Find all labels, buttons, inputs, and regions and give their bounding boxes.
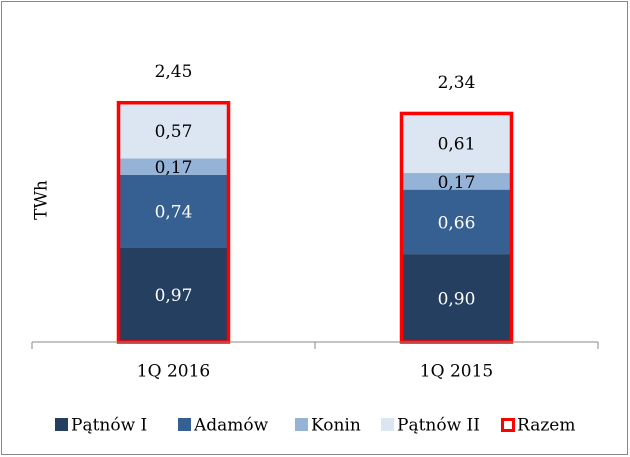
value-label: 0,57 bbox=[155, 122, 193, 142]
total-label: 2,45 bbox=[155, 62, 193, 82]
legend-label: Konin bbox=[311, 416, 361, 436]
legend-swatch bbox=[501, 418, 515, 432]
legend-label: Razem bbox=[517, 416, 575, 436]
x-tick-label: 1Q 2016 bbox=[137, 362, 210, 382]
total-label: 2,34 bbox=[438, 73, 476, 93]
bar-segment bbox=[118, 247, 229, 342]
legend-label: Pątnów II bbox=[397, 416, 480, 436]
value-label: 0,74 bbox=[155, 203, 193, 223]
legend-swatch bbox=[295, 418, 308, 431]
y-axis-label: TWh bbox=[32, 180, 52, 220]
legend-swatch bbox=[178, 418, 191, 431]
x-tick-label: 1Q 2015 bbox=[420, 362, 493, 382]
value-label: 0,17 bbox=[438, 173, 476, 193]
bar-segment bbox=[401, 173, 512, 190]
legend-label: Adamów bbox=[193, 416, 269, 436]
value-label: 0,17 bbox=[155, 158, 193, 178]
bar-segment bbox=[118, 158, 229, 175]
legend-swatch bbox=[55, 418, 68, 431]
value-label: 0,66 bbox=[438, 213, 476, 233]
bar-segment bbox=[118, 102, 229, 159]
value-label: 0,61 bbox=[438, 135, 476, 155]
bar-segment bbox=[401, 254, 512, 342]
value-label: 0,90 bbox=[438, 290, 476, 310]
bar-segment bbox=[401, 189, 512, 255]
legend-label: Pątnów I bbox=[71, 416, 147, 436]
bar-segment bbox=[401, 113, 512, 174]
bar-segment bbox=[118, 174, 229, 248]
value-label: 0,97 bbox=[155, 286, 193, 306]
legend-swatch bbox=[381, 418, 394, 431]
